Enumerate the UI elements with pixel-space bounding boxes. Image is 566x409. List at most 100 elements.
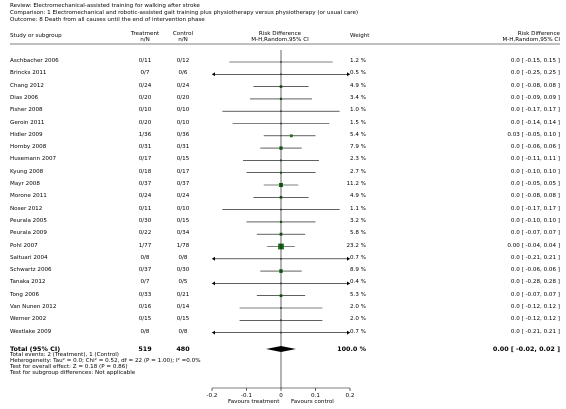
study-name: Kyung 2008 <box>10 168 44 175</box>
study-weight: 7.9 % <box>350 144 366 151</box>
study-ci-text: 0.0 [ -0.08, 0.08 ] <box>510 193 560 200</box>
ci-arrow-right <box>347 330 350 335</box>
study-treatment: 0/8 <box>140 328 150 335</box>
col-rd-sub: M-H,Random,95% CI <box>251 37 309 43</box>
study-treatment: 0/31 <box>138 144 152 151</box>
study-name: Aschbacher 2006 <box>10 58 59 64</box>
study-weight: 1.2 % <box>350 58 366 64</box>
study-weight: 2.0 % <box>350 316 366 323</box>
study-ci-text: 0.0 [ -0.25, 0.25 ] <box>510 70 560 77</box>
study-treatment: 0/24 <box>138 193 152 200</box>
total-treatment: 519 <box>138 345 152 353</box>
study-weight: 5.3 % <box>350 291 366 298</box>
total-label: Total (95% CI) <box>10 345 61 353</box>
study-treatment: 0/11 <box>138 205 152 212</box>
x-tick-label: -0.1 <box>241 393 252 399</box>
study-control: 0/20 <box>176 94 190 101</box>
x-tick-label: 0.2 <box>346 393 355 399</box>
study-name: Hidler 2009 <box>10 131 43 138</box>
study-weight: 1.5 % <box>350 119 366 126</box>
col-treatment-header: Treatment <box>130 31 160 37</box>
study-weight: 3.4 % <box>350 94 366 101</box>
study-ci-text: 0.0 [ -0.11, 0.11 ] <box>510 156 560 163</box>
ci-arrow-right <box>347 281 350 286</box>
study-treatment: 0/24 <box>138 82 152 89</box>
study-ci-text: 0.0 [ -0.10, 0.10 ] <box>510 217 560 224</box>
study-control: 0/30 <box>176 267 190 274</box>
study-weight: 8.9 % <box>350 267 366 274</box>
study-control: 0/10 <box>176 107 190 114</box>
footnote-overall-effect: Test for overall effect: Z = 0.18 (P = 0… <box>10 364 128 370</box>
study-treatment: 0/22 <box>138 230 152 237</box>
x-tick-label: -0.2 <box>207 393 218 399</box>
study-control: 0/36 <box>176 131 190 138</box>
study-ci-text: 0.03 [ -0.05, 0.10 ] <box>507 131 560 138</box>
ci-arrow-left <box>212 72 215 77</box>
study-name: Werner 2002 <box>10 316 47 323</box>
study-control: 0/8 <box>178 254 188 261</box>
study-ci-text: 0.00 [ -0.04, 0.04 ] <box>507 242 560 249</box>
study-control: 1/78 <box>176 242 190 249</box>
study-ci-text: 0.0 [ -0.07, 0.07 ] <box>510 230 560 237</box>
study-ci-text: 0.0 [ -0.14, 0.14 ] <box>510 119 560 126</box>
study-name: Peurala 2009 <box>10 230 47 237</box>
study-name: Brincks 2011 <box>10 70 47 77</box>
study-name: Saltuari 2004 <box>10 254 48 261</box>
study-ci-text: 0.0 [ -0.21, 0.21 ] <box>510 254 560 261</box>
study-control: 0/15 <box>176 316 190 323</box>
study-treatment: 0/18 <box>138 168 152 175</box>
col-rd2-sub: M-H,Random,95% CI <box>502 37 560 43</box>
study-ci-text: 0.0 [ -0.28, 0.28 ] <box>510 279 560 286</box>
study-control: 0/17 <box>176 168 190 175</box>
study-treatment: 0/37 <box>138 181 152 187</box>
study-marker <box>289 134 293 138</box>
study-control: 0/15 <box>176 217 190 224</box>
study-ci-text: 0.0 [ -0.12, 0.12 ] <box>510 316 560 323</box>
col-weight-header: Weight <box>350 33 370 39</box>
study-treatment: 0/20 <box>138 94 152 101</box>
total-diamond <box>266 346 296 352</box>
study-treatment: 0/11 <box>138 58 152 64</box>
study-treatment: 0/17 <box>138 156 152 163</box>
study-weight: 1.1 % <box>350 205 366 212</box>
study-control: 0/21 <box>176 291 190 298</box>
ci-arrow-left <box>212 330 215 335</box>
study-control: 0/14 <box>176 304 190 310</box>
study-treatment: 0/10 <box>138 107 152 114</box>
study-control: 0/31 <box>176 144 190 151</box>
study-control: 0/12 <box>176 58 190 64</box>
study-control: 0/10 <box>176 205 190 212</box>
favours-treatment-label: Favours treatment <box>228 399 280 405</box>
total-ci: 0.00 [ -0.02, 0.02 ] <box>492 345 560 353</box>
study-weight: 5.8 % <box>350 230 366 237</box>
study-control: 0/37 <box>176 181 190 187</box>
study-treatment: 0/30 <box>138 217 152 224</box>
study-control: 0/24 <box>176 82 190 89</box>
study-treatment: 0/33 <box>138 291 152 298</box>
study-ci-text: 0.0 [ -0.07, 0.07 ] <box>510 291 560 298</box>
study-weight: 0.7 % <box>350 254 366 261</box>
study-ci-text: 0.0 [ -0.05, 0.05 ] <box>510 181 560 187</box>
col-treatment-sub: n/N <box>140 37 150 43</box>
col-control-header: Control <box>172 31 194 37</box>
col-rd-header: Risk Difference <box>258 31 302 37</box>
study-ci-text: 0.0 [ -0.08, 0.08 ] <box>510 82 560 89</box>
study-name: Van Nunen 2012 <box>10 304 57 310</box>
study-control: 0/24 <box>176 193 190 200</box>
study-treatment: 0/37 <box>138 267 152 274</box>
study-name: Pohl 2007 <box>10 242 38 249</box>
study-treatment: 0/20 <box>138 119 152 126</box>
study-weight: 2.3 % <box>350 156 366 163</box>
study-weight: 2.7 % <box>350 168 366 175</box>
study-ci-text: 0.0 [ -0.15, 0.15 ] <box>510 58 560 64</box>
study-name: Noser 2012 <box>10 205 43 212</box>
study-ci-text: 0.0 [ -0.17, 0.17 ] <box>510 107 560 114</box>
ci-arrow-right <box>347 72 350 77</box>
study-treatment: 1/36 <box>138 131 152 138</box>
study-control: 0/15 <box>176 156 190 163</box>
study-weight: 3.2 % <box>350 217 366 224</box>
comparison-line: Comparison: 1 Electromechanical and robo… <box>10 10 359 16</box>
study-control: 0/34 <box>176 230 190 237</box>
study-weight: 0.5 % <box>350 70 366 77</box>
